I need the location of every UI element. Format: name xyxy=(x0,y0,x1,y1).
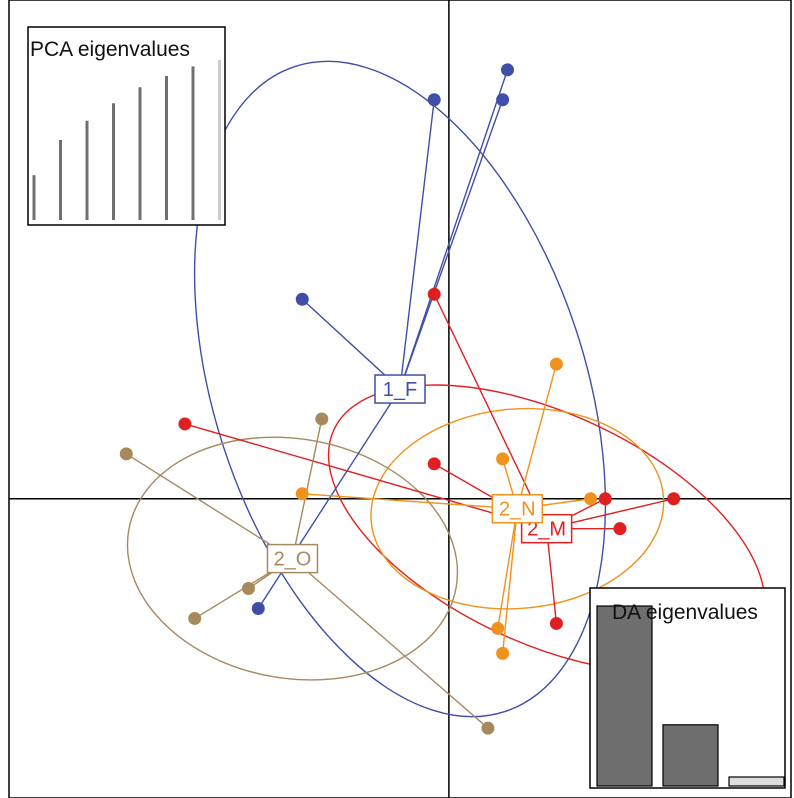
label-box-2-n xyxy=(491,493,544,524)
group-labels: 1_F 2_M2_N 2_O xyxy=(266,374,573,574)
da-eigenvalues-inset: DA eigenvalues xyxy=(589,587,786,789)
point-2-m-3 xyxy=(427,457,441,471)
point-2-m-2 xyxy=(178,417,192,431)
point-2-m-7 xyxy=(549,616,563,630)
group-ellipses xyxy=(126,60,766,718)
spoke-2-n-6 xyxy=(501,508,518,654)
da-bar-3 xyxy=(728,776,785,787)
spoke-2-o-2 xyxy=(291,418,323,559)
pca-eigenvalues-inset: PCA eigenvalues xyxy=(27,26,226,226)
point-2-n-4 xyxy=(584,492,598,506)
origin-axes xyxy=(9,0,791,798)
da-inset-title: DA eigenvalues xyxy=(612,601,758,624)
point-2-n-5 xyxy=(491,621,505,635)
spoke-2-m-7 xyxy=(545,528,558,624)
da-bars xyxy=(596,605,785,787)
label-2-o: 2_O xyxy=(266,543,319,574)
point-2-m-5 xyxy=(667,492,681,506)
label-1-f: 1_F xyxy=(374,374,426,404)
ellipse-2-o xyxy=(126,436,459,681)
point-2-n-2 xyxy=(496,452,510,466)
spoke-2-n-3 xyxy=(302,493,518,510)
point-2-m-6 xyxy=(613,522,627,536)
point-2-n-3 xyxy=(295,487,309,501)
label-box-1-f xyxy=(374,374,426,404)
point-2-o-3 xyxy=(241,582,255,596)
da-bar-2 xyxy=(662,724,719,787)
label-text-2-o: 2_O xyxy=(274,549,312,571)
da-bar-1 xyxy=(596,605,653,787)
label-text-1-f: 1_F xyxy=(383,379,417,401)
point-2-n-6 xyxy=(496,646,510,660)
spoke-2-o-5 xyxy=(292,558,489,729)
point-2-o-2 xyxy=(315,412,329,426)
spoke-1-f-4 xyxy=(301,298,401,390)
spoke-2-n-5 xyxy=(497,508,518,629)
pca-bars xyxy=(32,60,221,220)
spoke-1-f-2 xyxy=(399,69,509,390)
label-text-2-n: 2_N xyxy=(499,499,536,521)
point-2-o-5 xyxy=(481,721,495,735)
point-1-f-5 xyxy=(251,601,265,615)
ellipse-1-f xyxy=(193,60,607,718)
point-1-f-4 xyxy=(295,292,309,306)
point-2-n-1 xyxy=(549,357,563,371)
ellipse-2-n xyxy=(370,407,665,610)
point-1-f-1 xyxy=(427,93,441,107)
point-1-f-3 xyxy=(496,93,510,107)
point-2-o-4 xyxy=(188,611,202,625)
label-text-2-m: 2_M xyxy=(527,519,566,541)
label-2-n: 2_N xyxy=(491,493,544,524)
point-1-f-2 xyxy=(501,63,515,77)
point-2-o-1 xyxy=(119,447,133,461)
label-box-2-o xyxy=(266,543,319,574)
spoke-2-m-2 xyxy=(184,423,547,530)
point-2-m-4 xyxy=(598,492,612,506)
pca-inset-title: PCA eigenvalues xyxy=(30,38,190,61)
group-points xyxy=(119,63,681,735)
spoke-1-f-1 xyxy=(399,99,435,390)
spoke-2-o-1 xyxy=(125,453,293,560)
group-spokes xyxy=(125,69,674,729)
spoke-1-f-3 xyxy=(399,99,504,390)
point-2-m-1 xyxy=(427,287,441,301)
spoke-2-n-1 xyxy=(516,363,558,509)
spoke-2-m-1 xyxy=(433,293,548,529)
